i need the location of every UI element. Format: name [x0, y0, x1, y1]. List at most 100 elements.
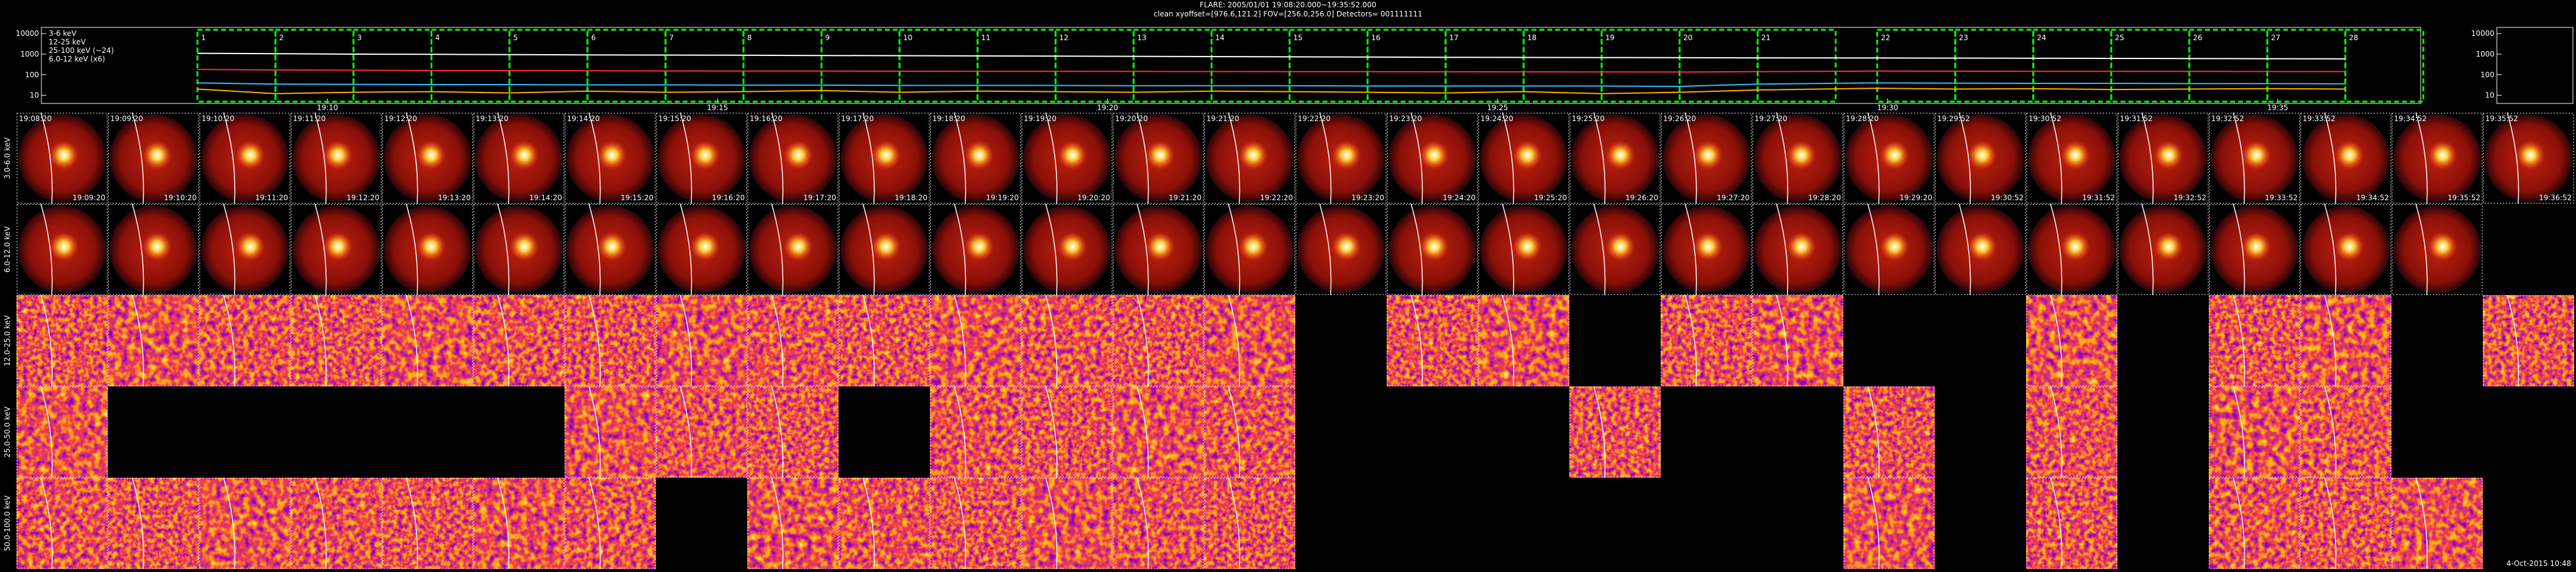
solar-limb — [2415, 112, 2428, 204]
image-tile — [2209, 203, 2300, 296]
tile-border — [656, 386, 747, 478]
tile-noise — [473, 295, 565, 386]
tile-noise — [656, 295, 747, 386]
image-tile — [108, 295, 199, 387]
tile-end-time: 19:26:20 — [1625, 194, 1658, 202]
solar-limb — [1867, 386, 1880, 478]
tile-border — [2209, 204, 2300, 295]
tile-noise — [2300, 295, 2391, 386]
tile-border — [1935, 113, 2026, 204]
tile-end-time: 19:15:20 — [621, 194, 653, 202]
image-tile — [747, 203, 839, 296]
image-tile — [473, 295, 565, 387]
image-tile — [1021, 386, 1113, 478]
tile-border — [2026, 113, 2117, 204]
interval-box — [2344, 29, 2424, 103]
solar-limb — [1502, 295, 1515, 387]
solar-limb — [2507, 112, 2519, 204]
image-tile: 19:11:20 19:12:20 — [290, 112, 382, 204]
interval-number: 11 — [981, 33, 990, 42]
solar-limb — [132, 112, 144, 204]
tile-source — [417, 232, 446, 261]
image-tile — [16, 477, 108, 570]
tile-border — [930, 478, 1021, 569]
solar-limb — [406, 203, 418, 296]
solar-limb — [2050, 477, 2063, 570]
tile-border — [2391, 204, 2483, 295]
tile-border — [1569, 204, 1661, 295]
tile-end-time: 19:22:20 — [1260, 194, 1293, 202]
tile-source — [2242, 232, 2271, 261]
tile-end-time: 19:21:20 — [1169, 194, 1202, 202]
tile-end-time: 19:36:52 — [2539, 194, 2572, 202]
tile-source — [1332, 232, 1361, 261]
image-tile — [1295, 203, 1387, 296]
image-tile: 19:35:52 19:36:52 — [2483, 112, 2574, 204]
x-tick-label: 19:20 — [1097, 103, 1118, 112]
image-tile — [2026, 295, 2117, 387]
tile-border — [1752, 113, 1843, 204]
image-tile — [930, 203, 1021, 296]
solar-limb — [862, 477, 875, 570]
solar-limb — [1136, 295, 1149, 387]
interval-number: 6 — [591, 33, 596, 42]
tile-border — [1843, 386, 1935, 478]
image-tile: 19:09:20 19:10:20 — [108, 112, 199, 204]
tile-border — [1113, 478, 1204, 569]
tile-source — [1239, 141, 1268, 170]
tile-noise — [1204, 478, 1295, 569]
tile-noise — [382, 295, 473, 386]
tile-source — [1332, 141, 1361, 170]
solar-limb — [2050, 295, 2063, 387]
tile-end-time: 19:24:20 — [1443, 194, 1476, 202]
tile-border — [656, 204, 747, 295]
interval-number: 7 — [669, 33, 674, 42]
solar-limb — [1228, 112, 1240, 204]
image-tile — [1843, 386, 1935, 478]
image-tile — [839, 295, 930, 387]
image-tile — [565, 386, 656, 478]
image-tile: 19:17:20 19:18:20 — [839, 112, 930, 204]
interval-number: 23 — [1959, 33, 1968, 42]
image-tile: 19:20:20 19:21:20 — [1113, 112, 1204, 204]
solar-limb — [1593, 386, 1606, 478]
solar-limb — [2141, 203, 2154, 296]
side-y-tick-label: 10000 — [2471, 29, 2494, 38]
image-tile — [565, 203, 656, 296]
image-tile — [473, 477, 565, 570]
solar-limb — [223, 112, 236, 204]
image-tile — [2026, 386, 2117, 478]
image-tile — [656, 295, 747, 387]
tile-noise — [930, 386, 1021, 478]
solar-limb — [588, 477, 601, 570]
tile-end-time: 19:17:20 — [803, 194, 836, 202]
tile-start-time: 19:25:20 — [1572, 114, 1605, 123]
solar-limb — [680, 203, 692, 296]
tile-source — [2516, 141, 2545, 170]
solar-limb — [771, 203, 784, 296]
row-label: 3.0-6.0 keV — [3, 137, 12, 179]
solar-limb — [588, 295, 601, 387]
tile-border — [1478, 113, 1569, 204]
lightcurve-frame — [41, 27, 2421, 104]
solar-limb — [132, 295, 144, 387]
tile-border — [1295, 113, 1387, 204]
tile-border — [839, 113, 930, 204]
image-tile — [1021, 295, 1113, 387]
solar-limb — [862, 112, 875, 204]
tile-source — [597, 141, 627, 170]
tile-border — [1661, 113, 1752, 204]
tile-border — [290, 295, 382, 386]
tile-source — [417, 141, 446, 170]
tile-source — [2428, 232, 2457, 261]
solar-limb — [497, 477, 510, 570]
tile-border — [2209, 295, 2300, 386]
tile-border — [1021, 386, 1113, 478]
solar-limb — [2324, 386, 2337, 478]
interval-number: 27 — [2271, 33, 2280, 42]
solar-limb — [1867, 203, 1880, 296]
solar-limb — [497, 112, 510, 204]
tile-noise — [747, 386, 839, 478]
image-tile — [1113, 477, 1204, 570]
tile-border — [1113, 113, 1204, 204]
